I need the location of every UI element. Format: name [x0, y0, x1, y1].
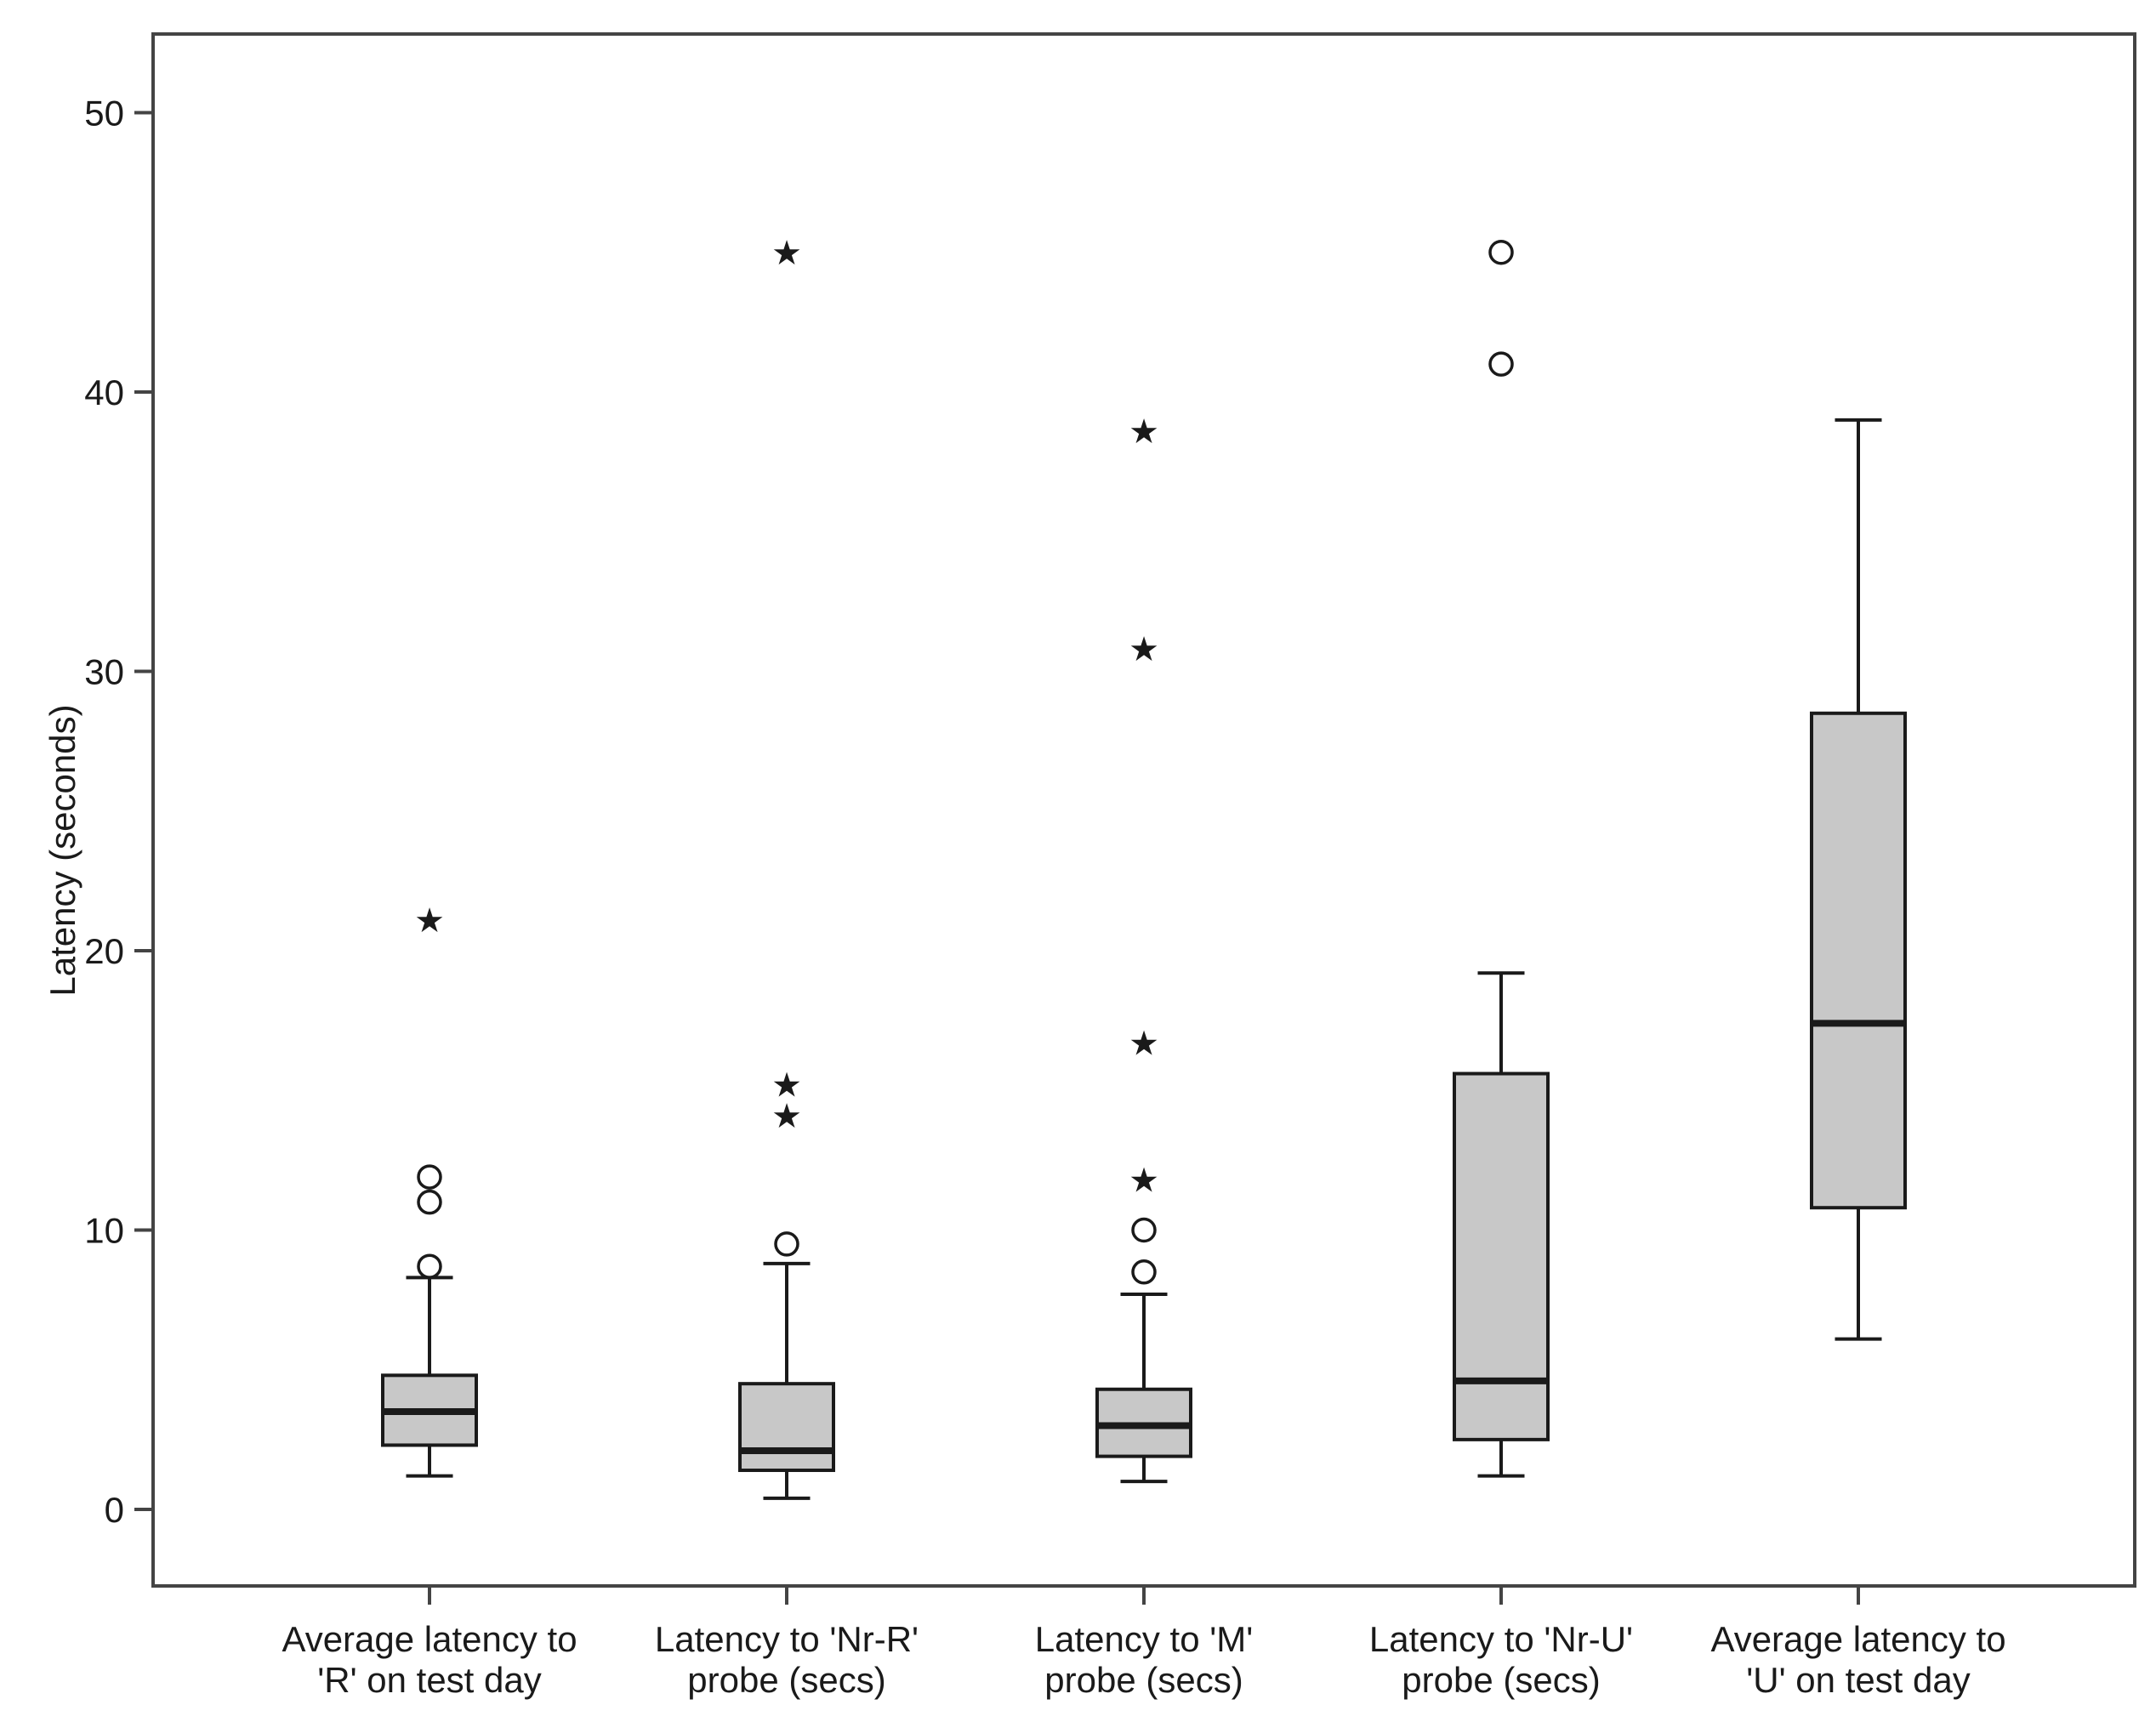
x-tick-label: probe (secs) — [1402, 1660, 1600, 1700]
x-tick-label: Average latency to — [282, 1619, 577, 1659]
y-axis: 0 10 20 30 40 50 — [84, 94, 153, 1530]
outlier-point — [1488, 240, 1514, 265]
y-tick-label: 50 — [84, 94, 124, 134]
extreme-point: ★ — [1129, 1025, 1159, 1062]
x-tick-label: Latency to 'M' — [1035, 1619, 1254, 1659]
y-axis-label: Latency (seconds) — [43, 704, 82, 996]
outlier-point — [1131, 1259, 1157, 1285]
x-tick-label: Latency to 'Nr-U' — [1369, 1619, 1633, 1659]
x-tick-label: Latency to 'Nr-R' — [655, 1619, 919, 1659]
x-tick-label: 'U' on test day — [1746, 1660, 1971, 1700]
iqr-box — [738, 1382, 835, 1473]
box-group — [1810, 418, 1907, 1341]
box-series: ★★★★★★★★ — [381, 235, 1907, 1500]
extreme-point: ★ — [1129, 413, 1159, 451]
extreme-point: ★ — [414, 902, 445, 940]
x-tick-label: probe (secs) — [1044, 1660, 1243, 1700]
box-group: ★★★ — [738, 235, 835, 1500]
outlier-point — [1488, 351, 1514, 377]
y-tick-label: 30 — [84, 652, 124, 692]
x-axis: Average latency to'R' on test dayLatency… — [282, 1586, 2006, 1700]
box-group: ★ — [381, 902, 478, 1478]
outlier-point — [1131, 1217, 1157, 1243]
iqr-box — [1810, 711, 1907, 1210]
outlier-point — [417, 1164, 442, 1190]
extreme-point: ★ — [1129, 631, 1159, 668]
y-tick-label: 10 — [84, 1211, 124, 1251]
x-tick-label: Average latency to — [1710, 1619, 2005, 1659]
extreme-point: ★ — [771, 1098, 802, 1135]
iqr-box — [1453, 1071, 1550, 1441]
outlier-point — [417, 1253, 442, 1279]
y-tick-label: 0 — [105, 1490, 124, 1530]
outlier-point — [774, 1231, 799, 1257]
box-group: ★ ★ ★ ★ — [1095, 413, 1192, 1484]
x-tick-label: 'R' on test day — [317, 1660, 542, 1700]
x-tick-label: probe (secs) — [687, 1660, 885, 1700]
extreme-point: ★ — [1129, 1162, 1159, 1199]
y-tick-label: 40 — [84, 372, 124, 412]
y-tick-label: 20 — [84, 931, 124, 971]
extreme-point: ★ — [771, 235, 802, 272]
extreme-point: ★ — [771, 1067, 802, 1105]
outlier-point — [417, 1189, 442, 1215]
box-group — [1453, 240, 1550, 1478]
